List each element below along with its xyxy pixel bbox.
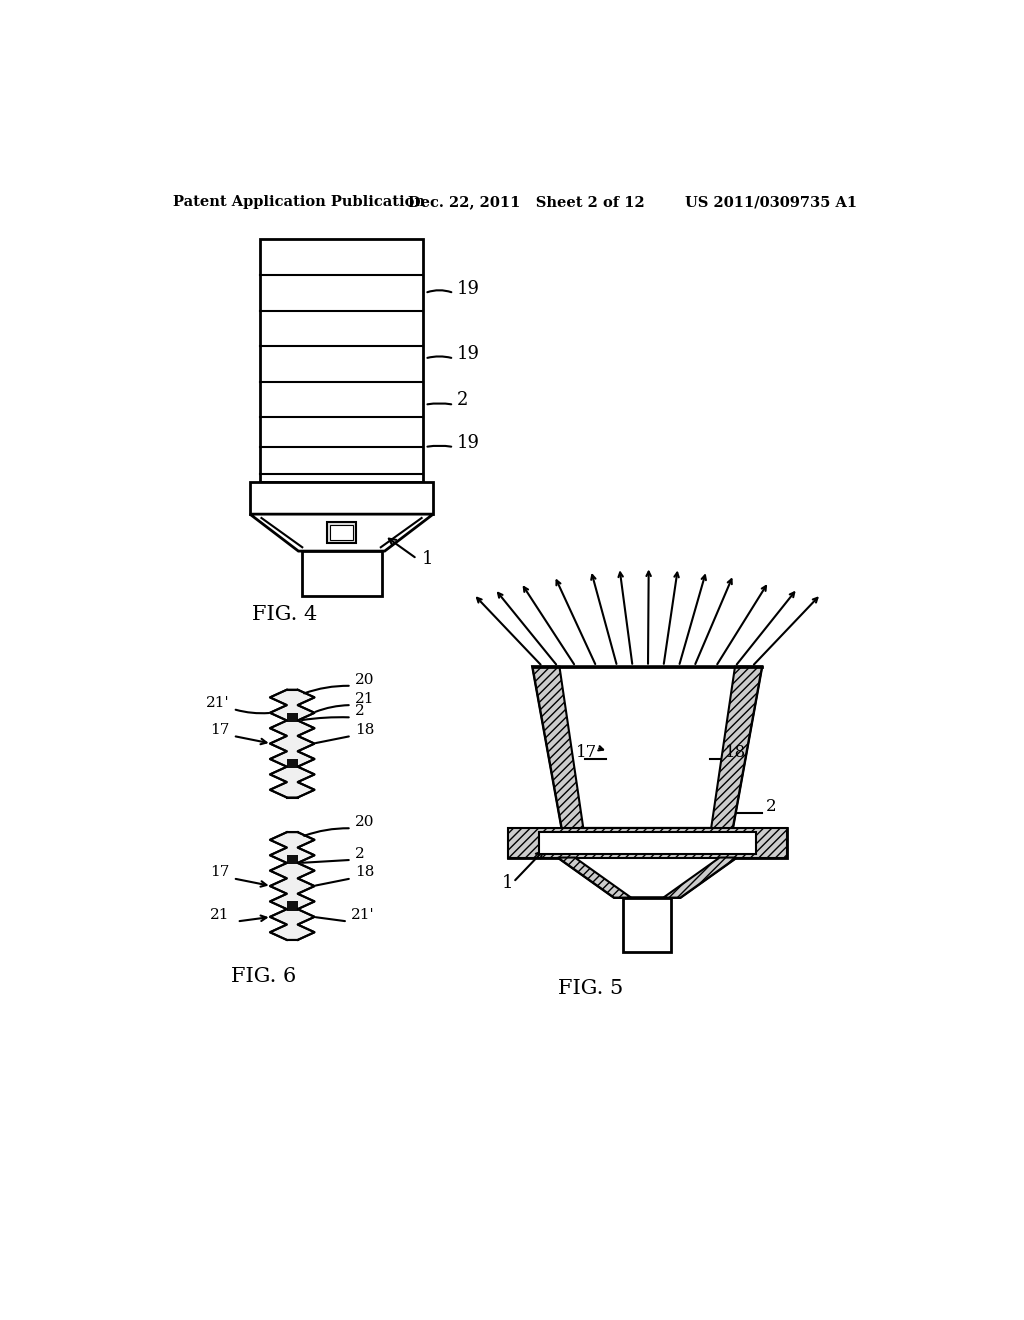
Text: 21: 21	[210, 908, 229, 923]
Bar	[260, 239, 423, 482]
Polygon shape	[558, 858, 736, 898]
Bar	[508, 829, 786, 858]
Polygon shape	[250, 515, 433, 552]
Text: 20: 20	[354, 673, 374, 686]
Polygon shape	[664, 858, 736, 898]
Text: 2: 2	[354, 704, 365, 718]
Text: 19: 19	[457, 280, 480, 298]
Text: US 2011/0309735 A1: US 2011/0309735 A1	[685, 195, 857, 210]
Bar	[327, 521, 356, 544]
Text: 19: 19	[457, 433, 480, 451]
Polygon shape	[287, 759, 298, 768]
Text: Patent Application Publication: Patent Application Publication	[173, 195, 425, 210]
Polygon shape	[287, 902, 298, 911]
Bar	[301, 552, 382, 595]
Text: 17: 17	[210, 722, 229, 737]
Polygon shape	[287, 855, 298, 865]
Text: 20: 20	[354, 814, 374, 829]
Polygon shape	[532, 667, 762, 829]
Bar	[624, 898, 671, 952]
Text: Dec. 22, 2011   Sheet 2 of 12: Dec. 22, 2011 Sheet 2 of 12	[408, 195, 644, 210]
Polygon shape	[711, 667, 762, 829]
Text: 17: 17	[210, 865, 229, 879]
Text: FIG. 5: FIG. 5	[558, 979, 624, 998]
Text: 2: 2	[354, 846, 365, 861]
Polygon shape	[287, 713, 298, 722]
Bar	[250, 482, 433, 515]
Text: 18: 18	[354, 722, 374, 737]
Bar	[539, 832, 756, 854]
Text: 18: 18	[354, 865, 374, 879]
Text: 17: 17	[575, 744, 597, 762]
Text: 21': 21'	[206, 696, 229, 710]
Text: 18: 18	[725, 744, 746, 762]
Polygon shape	[558, 858, 631, 898]
Polygon shape	[270, 832, 314, 940]
Text: 21': 21'	[351, 908, 375, 923]
Polygon shape	[532, 667, 584, 829]
Text: 1: 1	[502, 874, 513, 892]
Text: 2: 2	[766, 799, 776, 816]
Text: FIG. 4: FIG. 4	[252, 606, 317, 624]
Text: 2: 2	[457, 391, 468, 409]
Text: FIG. 6: FIG. 6	[230, 968, 296, 986]
Bar	[330, 525, 353, 540]
Bar	[508, 829, 786, 858]
Polygon shape	[270, 689, 314, 797]
Text: 19: 19	[457, 345, 480, 363]
Text: 21: 21	[354, 692, 374, 706]
Text: 1: 1	[422, 550, 433, 568]
